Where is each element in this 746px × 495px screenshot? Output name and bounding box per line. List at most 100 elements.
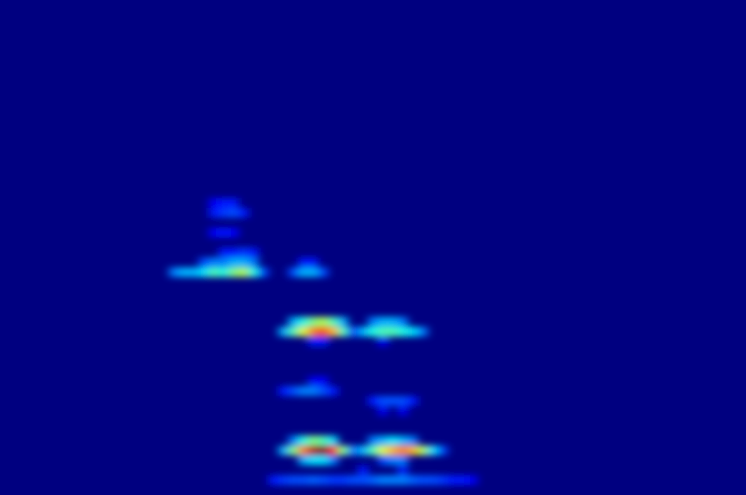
heatmap-cell — [318, 337, 328, 347]
heatmap-cell — [328, 386, 338, 396]
cell-layer — [169, 198, 477, 485]
heatmap-cell — [438, 475, 448, 485]
heatmap-cell — [169, 267, 179, 277]
heatmap-cell — [338, 446, 348, 456]
heatmap-cell — [239, 208, 249, 218]
heatmap-cell — [348, 446, 358, 456]
heatmap-cell — [467, 475, 477, 485]
plot-background — [0, 0, 746, 495]
heatmap-cell — [239, 267, 249, 277]
heatmap-cell — [378, 396, 388, 406]
heatmap-cell — [328, 436, 338, 446]
heatmap-cell — [378, 436, 388, 446]
heatmap-cell — [398, 327, 408, 337]
heatmap-cell — [279, 327, 289, 337]
heatmap-cell — [388, 396, 398, 406]
heatmap-cell — [418, 327, 428, 337]
heatmap-cell — [388, 436, 398, 446]
heatmap-cell — [368, 475, 378, 485]
heatmap-cell — [408, 327, 418, 337]
heatmap-cell — [239, 248, 249, 258]
heatmap-cell — [398, 475, 408, 485]
heatmap-cell — [308, 455, 318, 465]
heatmap-cell — [378, 317, 388, 327]
heatmap-cell — [298, 455, 308, 465]
heatmap-cell — [378, 406, 388, 416]
heatmap-cell — [388, 475, 398, 485]
heatmap-cell — [368, 327, 378, 337]
heatmap-cell — [209, 267, 219, 277]
heatmap-cell — [179, 267, 189, 277]
heatmap-cell — [288, 475, 298, 485]
heatmap-cell — [298, 436, 308, 446]
heatmap-cell — [318, 475, 328, 485]
heatmap-cell — [279, 475, 289, 485]
heatmap-cell — [388, 317, 398, 327]
heatmap-cell — [308, 475, 318, 485]
heatmap-cell — [199, 257, 209, 267]
heatmap-cell — [298, 386, 308, 396]
heatmap-cell — [388, 455, 398, 465]
heatmap-cell — [368, 396, 378, 406]
heatmap-cell — [398, 396, 408, 406]
heatmap-cell — [318, 317, 328, 327]
heatmap-cell — [219, 208, 229, 218]
heatmap-cell — [328, 475, 338, 485]
heatmap-cell — [308, 376, 318, 386]
heatmap-cell — [308, 327, 318, 337]
cells — [169, 198, 477, 485]
chart — [0, 0, 746, 495]
heatmap-cell — [219, 198, 229, 208]
heatmap-cell — [368, 317, 378, 327]
heatmap-cell — [358, 446, 368, 456]
heatmap-cell — [308, 436, 318, 446]
heatmap-cell — [279, 386, 289, 396]
heatmap-cell — [348, 327, 358, 337]
heatmap-cell — [249, 248, 259, 258]
heatmap-cell — [368, 446, 378, 456]
heatmap-cell — [408, 475, 418, 485]
heatmap-cell — [378, 455, 388, 465]
heatmap-cell — [328, 317, 338, 327]
heatmap-cell — [229, 198, 239, 208]
heatmap-cell — [209, 208, 219, 218]
heatmap-cell — [378, 446, 388, 456]
heatmap-cell — [259, 267, 269, 277]
heatmap-cell — [388, 446, 398, 456]
heatmap-cell — [288, 317, 298, 327]
heatmap-cell — [219, 248, 229, 258]
heatmap-cell — [398, 406, 408, 416]
heatmap-cell — [308, 386, 318, 396]
heatmap-cell — [428, 446, 438, 456]
heatmap-cell — [288, 386, 298, 396]
heatmap-cell — [348, 475, 358, 485]
heatmap-cell — [338, 475, 348, 485]
heatmap-cell — [448, 475, 458, 485]
heatmap-cell — [288, 327, 298, 337]
heatmap-cell — [318, 267, 328, 277]
heatmap-cell — [298, 267, 308, 277]
heatmap-cell — [189, 267, 199, 277]
heatmap-cell — [358, 327, 368, 337]
heatmap-cell — [378, 327, 388, 337]
heatmap-cell — [199, 267, 209, 277]
heatmap-cell — [318, 376, 328, 386]
heatmap-cell — [408, 446, 418, 456]
heatmap-cell — [408, 396, 418, 406]
heatmap-cell — [239, 257, 249, 267]
heatmap-cell — [219, 257, 229, 267]
heatmap-cell — [398, 446, 408, 456]
heatmap-cell — [428, 475, 438, 485]
heatmap-cell — [219, 267, 229, 277]
heatmap-cell — [358, 465, 368, 475]
heatmap-cell — [269, 475, 279, 485]
heatmap-cell — [398, 455, 408, 465]
heatmap-cell — [388, 327, 398, 337]
heatmap-cell — [418, 446, 428, 456]
heatmap-cell — [308, 257, 318, 267]
heatmap-cell — [358, 475, 368, 485]
heatmap-cell — [298, 327, 308, 337]
heatmap-cell — [229, 208, 239, 218]
heatmap-cell — [229, 248, 239, 258]
heatmap-cell — [328, 455, 338, 465]
